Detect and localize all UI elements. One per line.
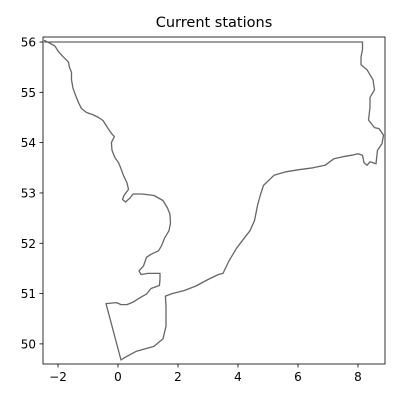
x-tick-label: 8: [354, 370, 362, 384]
y-tick-label: 50: [21, 337, 36, 351]
y-tick-label: 56: [21, 36, 36, 50]
plot-area: [42, 36, 386, 365]
y-tick-label: 55: [21, 86, 36, 100]
y-tick-label: 51: [21, 287, 36, 301]
axis-ticks: −2 0 2 4 6 8 50 51 52 53 54 55 56: [21, 36, 362, 384]
x-tick-label: 6: [294, 370, 302, 384]
coastline: [43, 39, 385, 361]
y-tick-label: 52: [21, 237, 36, 251]
x-tick-label: −2: [49, 370, 67, 384]
x-tick-label: 2: [174, 370, 182, 384]
y-tick-label: 54: [21, 136, 36, 150]
map-title: Current stations: [156, 15, 273, 31]
x-tick-label: 4: [234, 370, 242, 384]
x-tick-label: 0: [114, 370, 122, 384]
y-tick-label: 53: [21, 186, 36, 200]
map-frame: [42, 36, 386, 365]
